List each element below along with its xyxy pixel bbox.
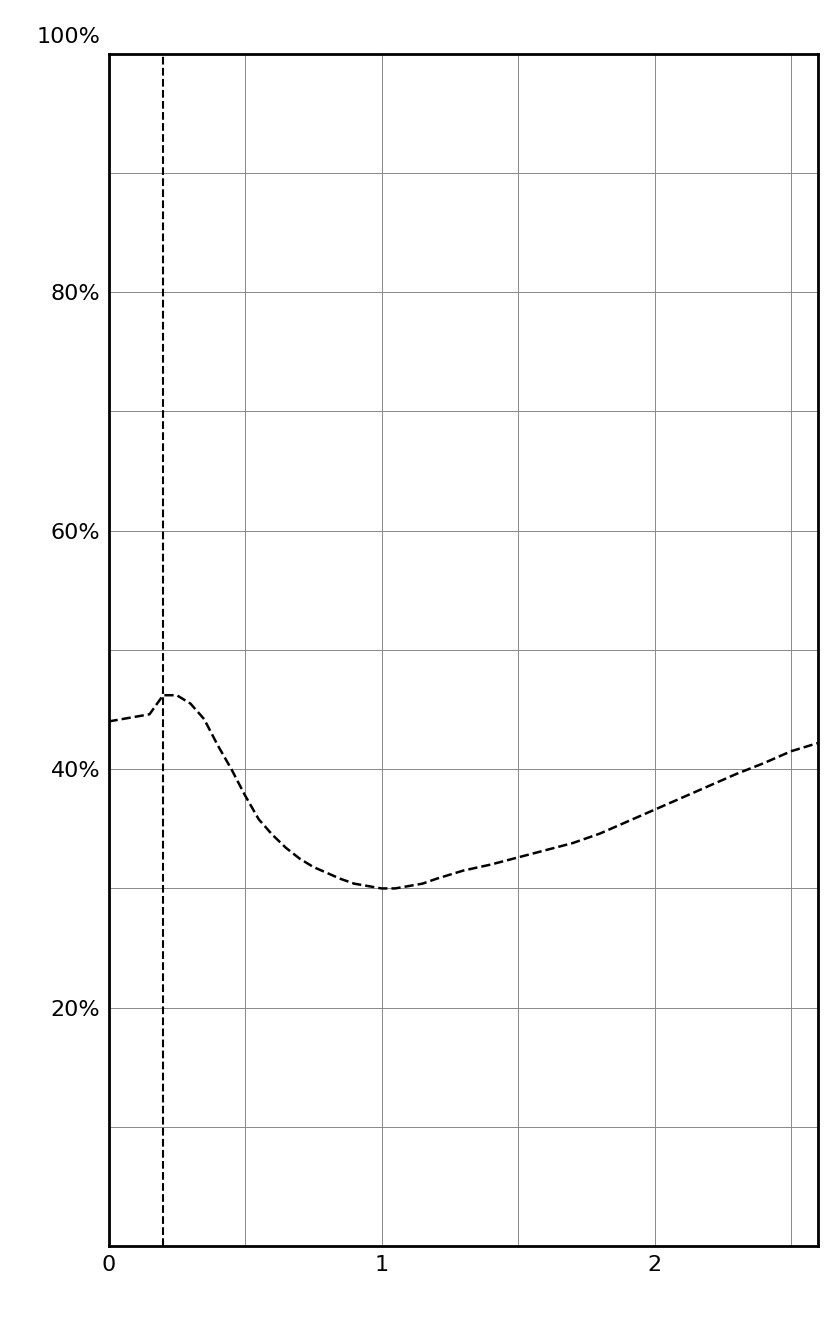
Text: 100%: 100%	[37, 27, 100, 47]
